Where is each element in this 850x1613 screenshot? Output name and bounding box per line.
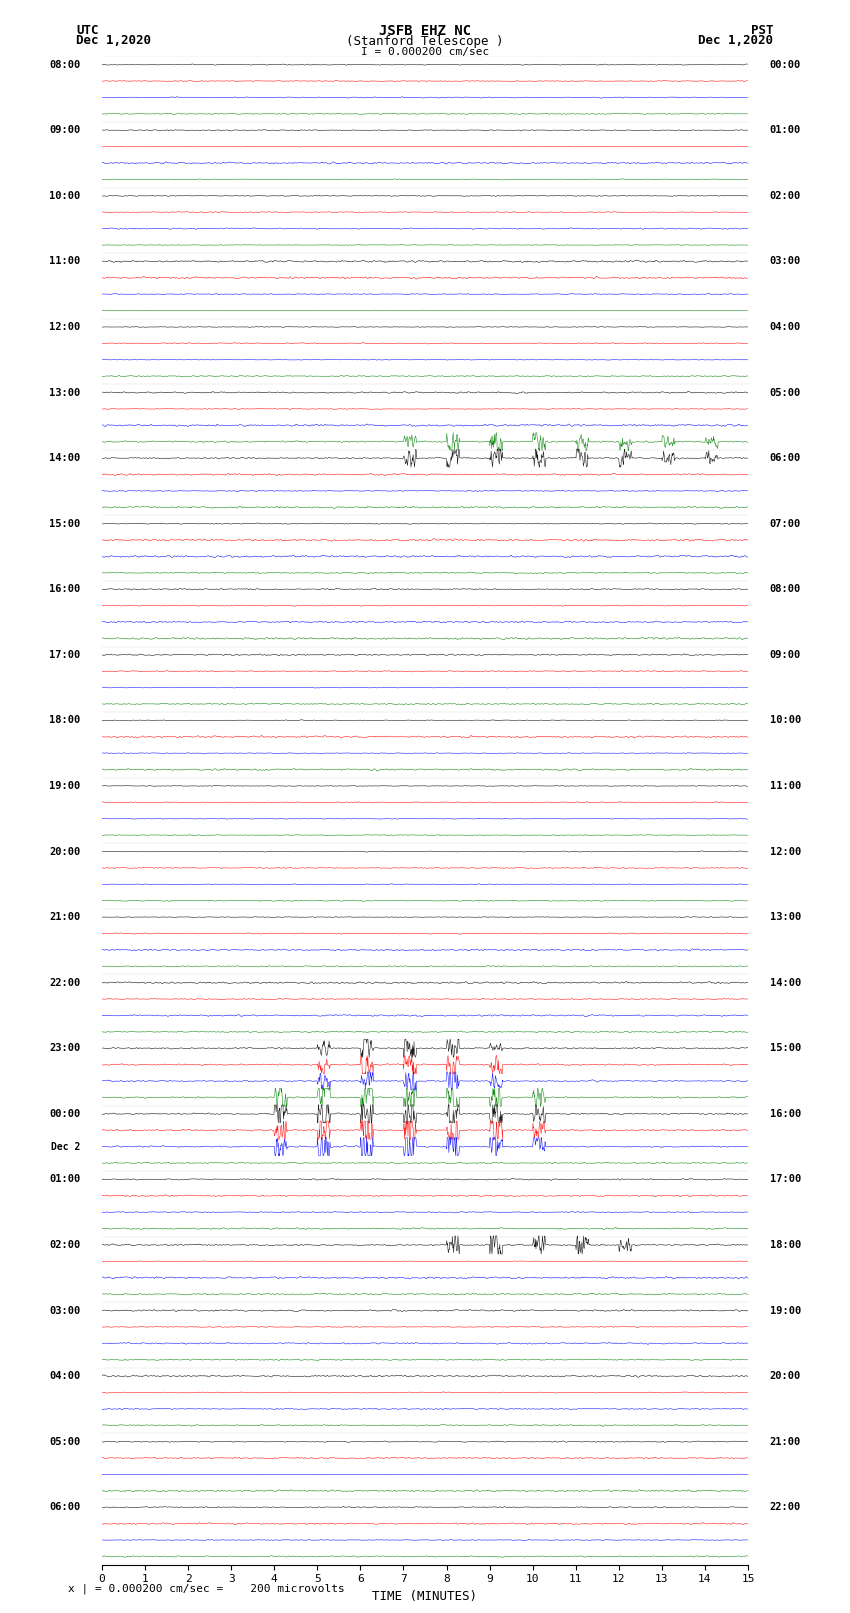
Text: 10:00: 10:00 — [49, 190, 81, 200]
Text: 09:00: 09:00 — [49, 126, 81, 135]
Text: 13:00: 13:00 — [49, 387, 81, 397]
Text: 00:00: 00:00 — [769, 60, 801, 69]
Text: 05:00: 05:00 — [769, 387, 801, 397]
Text: JSFB EHZ NC: JSFB EHZ NC — [379, 24, 471, 39]
Text: Dec 1,2020: Dec 1,2020 — [699, 34, 774, 47]
Text: 10:00: 10:00 — [769, 716, 801, 726]
Text: 08:00: 08:00 — [49, 60, 81, 69]
Text: 06:00: 06:00 — [769, 453, 801, 463]
Text: 15:00: 15:00 — [769, 1044, 801, 1053]
Text: 18:00: 18:00 — [49, 716, 81, 726]
Text: 08:00: 08:00 — [769, 584, 801, 594]
Text: 14:00: 14:00 — [769, 977, 801, 987]
Text: 03:00: 03:00 — [49, 1305, 81, 1316]
Text: UTC: UTC — [76, 24, 99, 37]
Text: 06:00: 06:00 — [49, 1502, 81, 1513]
Text: 09:00: 09:00 — [769, 650, 801, 660]
Text: 02:00: 02:00 — [769, 190, 801, 200]
Text: Dec 2: Dec 2 — [51, 1142, 81, 1152]
Text: 15:00: 15:00 — [49, 519, 81, 529]
Text: 05:00: 05:00 — [49, 1437, 81, 1447]
X-axis label: TIME (MINUTES): TIME (MINUTES) — [372, 1590, 478, 1603]
Text: 19:00: 19:00 — [769, 1305, 801, 1316]
Text: 22:00: 22:00 — [49, 977, 81, 987]
Text: 12:00: 12:00 — [769, 847, 801, 857]
Text: 22:00: 22:00 — [769, 1502, 801, 1513]
Text: 04:00: 04:00 — [49, 1371, 81, 1381]
Text: 21:00: 21:00 — [769, 1437, 801, 1447]
Text: 07:00: 07:00 — [769, 519, 801, 529]
Text: 11:00: 11:00 — [769, 781, 801, 790]
Text: 19:00: 19:00 — [49, 781, 81, 790]
Text: 18:00: 18:00 — [769, 1240, 801, 1250]
Text: (Stanford Telescope ): (Stanford Telescope ) — [346, 35, 504, 48]
Text: 14:00: 14:00 — [49, 453, 81, 463]
Text: 16:00: 16:00 — [49, 584, 81, 594]
Text: 23:00: 23:00 — [49, 1044, 81, 1053]
Text: 21:00: 21:00 — [49, 911, 81, 923]
Text: x | = 0.000200 cm/sec =    200 microvolts: x | = 0.000200 cm/sec = 200 microvolts — [68, 1582, 345, 1594]
Text: 16:00: 16:00 — [769, 1108, 801, 1119]
Text: 00:00: 00:00 — [49, 1108, 81, 1119]
Text: 01:00: 01:00 — [49, 1174, 81, 1184]
Text: 13:00: 13:00 — [769, 911, 801, 923]
Text: 17:00: 17:00 — [769, 1174, 801, 1184]
Text: 17:00: 17:00 — [49, 650, 81, 660]
Text: Dec 1,2020: Dec 1,2020 — [76, 34, 151, 47]
Text: I = 0.000200 cm/sec: I = 0.000200 cm/sec — [361, 47, 489, 56]
Text: PST: PST — [751, 24, 774, 37]
Text: 12:00: 12:00 — [49, 323, 81, 332]
Text: 11:00: 11:00 — [49, 256, 81, 266]
Text: 20:00: 20:00 — [49, 847, 81, 857]
Text: 03:00: 03:00 — [769, 256, 801, 266]
Text: 02:00: 02:00 — [49, 1240, 81, 1250]
Text: 01:00: 01:00 — [769, 126, 801, 135]
Text: 20:00: 20:00 — [769, 1371, 801, 1381]
Text: 04:00: 04:00 — [769, 323, 801, 332]
